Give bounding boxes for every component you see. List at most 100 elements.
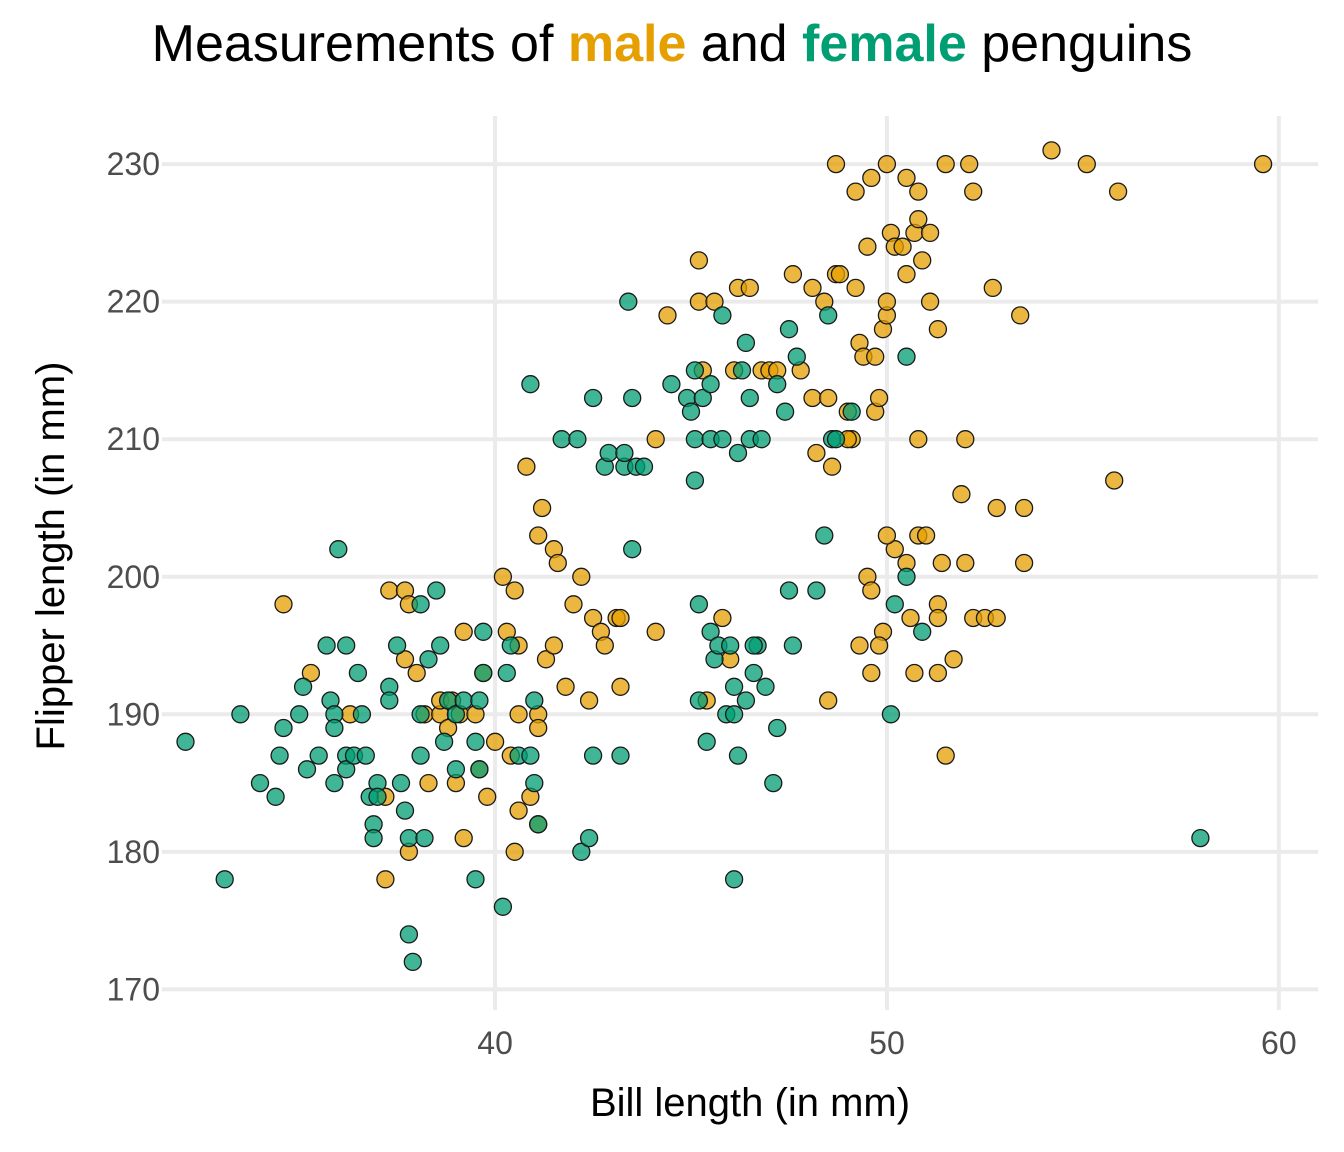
female-point — [466, 732, 485, 751]
female-point — [779, 581, 799, 600]
y-tick-label: 180 — [107, 834, 160, 870]
male-point — [376, 870, 395, 889]
female-point — [568, 430, 587, 449]
male-point — [826, 154, 846, 174]
female-point — [403, 952, 422, 972]
male-point — [932, 553, 951, 573]
male-point — [964, 182, 983, 201]
female-point — [744, 663, 763, 683]
female-point — [411, 705, 430, 724]
x-tick-label: 40 — [477, 1025, 513, 1061]
female-point — [611, 746, 630, 765]
female-point — [634, 457, 654, 476]
female-point — [783, 636, 803, 655]
female-point — [724, 870, 744, 889]
male-point — [862, 581, 881, 600]
male-point — [611, 677, 630, 696]
male-point — [509, 705, 528, 724]
male-point — [803, 278, 822, 298]
female-point — [881, 705, 901, 724]
male-point — [536, 650, 556, 669]
male-point — [822, 457, 842, 476]
female-point — [732, 361, 752, 380]
male-point — [1014, 553, 1034, 573]
female-point — [768, 718, 787, 738]
female-point — [685, 471, 705, 490]
male-point — [740, 278, 759, 298]
data-points — [176, 141, 1273, 972]
male-point — [877, 292, 897, 311]
male-point — [897, 168, 916, 188]
female-point — [521, 375, 540, 394]
male-point — [572, 567, 591, 586]
female-point — [521, 746, 540, 765]
female-point — [724, 705, 744, 724]
female-point — [713, 430, 732, 449]
female-point — [474, 622, 493, 641]
male-point — [1014, 498, 1034, 518]
male-point — [646, 622, 665, 641]
female-point — [599, 443, 618, 463]
female-point — [623, 388, 642, 408]
female-point — [337, 636, 356, 655]
female-point — [807, 581, 826, 600]
y-axis-label: Flipper length (in mm) — [29, 361, 73, 750]
female-point — [897, 347, 916, 366]
female-point — [399, 828, 419, 848]
female-point — [728, 746, 748, 765]
female-point — [897, 567, 916, 586]
female-point — [815, 526, 834, 545]
male-point — [913, 251, 932, 270]
female-point — [364, 828, 383, 848]
male-point — [803, 388, 822, 408]
female-point — [411, 595, 430, 614]
male-point — [689, 251, 709, 270]
female-point — [756, 677, 775, 696]
female-point — [552, 430, 571, 449]
y-tick-label: 210 — [107, 421, 160, 457]
x-tick-label: 60 — [1261, 1025, 1297, 1061]
male-point — [509, 801, 528, 820]
female-point — [493, 897, 513, 916]
female-point — [446, 705, 466, 724]
male-point — [454, 622, 473, 641]
female-point — [787, 347, 806, 366]
female-point — [231, 705, 250, 724]
female-point — [470, 760, 489, 779]
female-point — [685, 430, 705, 449]
female-point — [368, 787, 387, 806]
female-point — [352, 705, 372, 724]
female-point — [736, 333, 756, 353]
male-point — [819, 691, 838, 710]
male-point — [830, 265, 850, 284]
male-point — [956, 430, 975, 449]
male-point — [1108, 182, 1128, 201]
female-point — [775, 402, 795, 421]
female-point — [572, 842, 591, 861]
male-point — [983, 278, 1002, 298]
male-point — [869, 388, 889, 408]
male-point — [920, 292, 940, 311]
female-point — [325, 718, 344, 738]
male-point — [936, 154, 955, 174]
female-point — [697, 732, 716, 751]
male-point — [544, 636, 564, 655]
male-point — [877, 526, 897, 545]
female-point — [713, 306, 732, 325]
male-point — [920, 223, 940, 243]
female-point — [740, 388, 759, 408]
male-point — [819, 388, 838, 408]
male-point — [807, 443, 826, 463]
female-point — [466, 870, 485, 889]
male-point — [1253, 154, 1273, 174]
male-point — [529, 718, 548, 738]
male-point — [862, 168, 881, 188]
male-point — [595, 636, 614, 655]
male-point — [866, 347, 885, 366]
y-tick-label: 190 — [107, 696, 160, 732]
female-point — [391, 773, 411, 793]
male-point — [1042, 141, 1061, 160]
male-point — [705, 292, 724, 311]
female-point — [434, 732, 454, 751]
male-point — [301, 663, 321, 683]
